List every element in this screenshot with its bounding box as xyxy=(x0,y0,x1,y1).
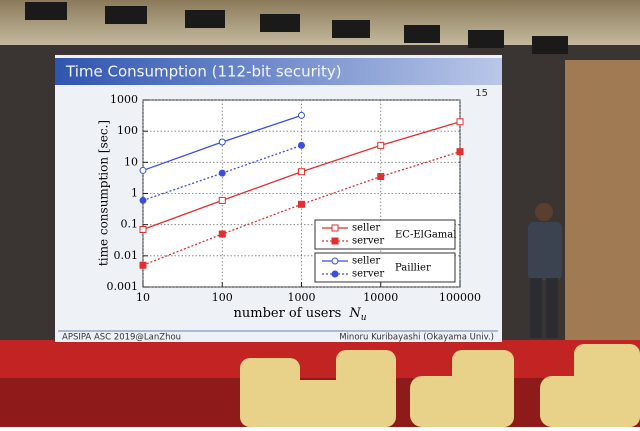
x-axis-label: number of users Nu xyxy=(234,306,367,323)
marker xyxy=(298,200,305,208)
marker xyxy=(139,225,147,233)
slide-title: Time Consumption (112-bit security) xyxy=(65,63,342,81)
y-tick-label: 1000 xyxy=(110,93,138,106)
x-tick-label: 1000 xyxy=(288,291,316,304)
legend: seller server EC-ElGamal xyxy=(314,219,456,250)
marker xyxy=(218,196,226,204)
legend-label: server xyxy=(352,236,384,247)
footer-left: APSIPA ASC 2019@LanZhou xyxy=(62,333,181,343)
marker xyxy=(298,168,305,176)
y-tick-label: 10 xyxy=(124,155,138,168)
y-axis-label: time consumption [sec.] xyxy=(97,120,111,266)
x-label-text: number of users xyxy=(234,306,342,321)
y-tick-label: 100 xyxy=(117,124,138,137)
legend-group-label: Paillier xyxy=(395,263,431,274)
page-number: 15 xyxy=(475,88,488,99)
legend-group-label: EC-ElGamal xyxy=(395,230,456,241)
marker xyxy=(218,169,226,177)
marker xyxy=(331,270,339,278)
marker xyxy=(139,166,147,174)
marker xyxy=(298,111,305,119)
legend-label: seller xyxy=(352,256,380,267)
x-tick-label: 100000 xyxy=(439,291,481,304)
y-tick-label: 0.1 xyxy=(121,218,139,231)
marker xyxy=(139,196,147,204)
marker xyxy=(377,173,385,181)
footer-right: Minoru Kuribayashi (Okayama Univ.) xyxy=(339,333,494,343)
marker xyxy=(331,257,339,265)
y-tick-label: 0.001 xyxy=(107,280,139,293)
chart: time consumption [sec.] number of users N… xyxy=(97,93,482,323)
marker xyxy=(218,138,226,146)
marker xyxy=(298,141,305,149)
x-label-subscript: u xyxy=(361,313,367,323)
marker xyxy=(331,224,339,232)
legend-label: server xyxy=(352,269,384,280)
x-tick-label: 10 xyxy=(136,291,150,304)
marker xyxy=(331,237,339,245)
x-tick-label: 100 xyxy=(212,291,233,304)
legend-box xyxy=(314,252,456,283)
marker xyxy=(456,148,464,156)
legend: seller server Paillier xyxy=(314,252,456,283)
marker xyxy=(218,230,226,238)
marker xyxy=(377,141,385,149)
x-tick-label: 10000 xyxy=(363,291,398,304)
x-label-symbol: N xyxy=(348,306,361,321)
marker xyxy=(139,261,147,269)
marker xyxy=(456,118,464,126)
legend-label: seller xyxy=(352,223,380,234)
y-tick-label: 1 xyxy=(131,187,138,200)
y-tick-label: 0.01 xyxy=(114,249,139,262)
